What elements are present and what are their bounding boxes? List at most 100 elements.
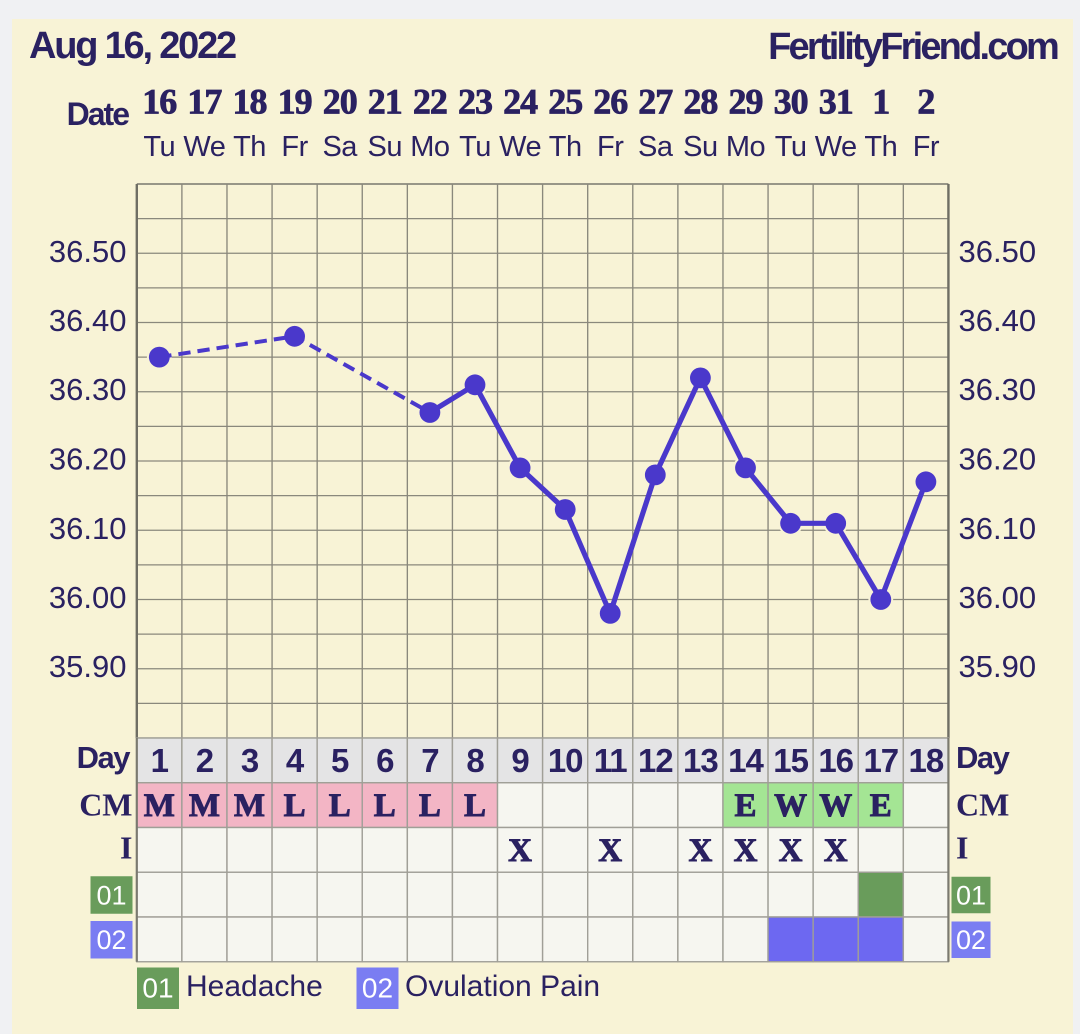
svg-text:W: W [774,788,807,824]
svg-text:Fr: Fr [913,131,940,163]
svg-text:5: 5 [331,742,349,779]
svg-text:2: 2 [917,82,934,122]
svg-text:1: 1 [151,742,169,779]
svg-text:Th: Th [233,131,266,163]
svg-text:Day: Day [77,740,132,775]
svg-text:18: 18 [909,742,944,779]
svg-text:Th: Th [864,131,897,163]
svg-text:25: 25 [548,82,582,122]
svg-text:20: 20 [323,82,357,122]
svg-text:Tu: Tu [459,131,491,163]
svg-text:Ovulation Pain: Ovulation Pain [405,970,600,1003]
svg-text:7: 7 [421,742,438,779]
svg-text:Mo: Mo [726,131,765,163]
svg-text:L: L [284,788,306,824]
svg-text:11: 11 [594,742,628,779]
svg-text:36.30: 36.30 [49,372,127,407]
svg-text:17: 17 [187,82,222,122]
svg-text:X: X [508,833,532,869]
svg-text:L: L [329,788,351,824]
svg-text:01: 01 [142,973,173,1004]
svg-text:Date: Date [67,96,130,132]
svg-text:36.40: 36.40 [959,303,1037,338]
svg-text:36.10: 36.10 [959,511,1037,546]
svg-text:36.50: 36.50 [49,234,127,269]
svg-text:Su: Su [683,131,717,163]
svg-text:6: 6 [376,742,394,779]
svg-text:36.20: 36.20 [49,442,127,477]
svg-text:Sa: Sa [322,131,358,163]
svg-text:We: We [499,131,541,163]
svg-text:We: We [815,131,857,163]
svg-text:8: 8 [466,742,484,779]
svg-text:14: 14 [728,742,764,779]
svg-text:X: X [779,833,803,869]
svg-text:16: 16 [142,82,176,122]
svg-text:26: 26 [593,82,627,122]
svg-text:M: M [189,788,220,824]
svg-text:10: 10 [548,742,583,779]
svg-text:19: 19 [278,82,312,122]
svg-text:35.90: 35.90 [959,649,1037,684]
svg-text:36.00: 36.00 [959,580,1037,615]
svg-text:I: I [956,829,968,865]
svg-text:30: 30 [774,82,808,122]
svg-text:W: W [819,788,852,824]
svg-text:1: 1 [872,82,889,122]
svg-text:01: 01 [96,881,126,911]
svg-text:Tu: Tu [775,131,807,163]
svg-text:X: X [688,833,712,869]
svg-text:13: 13 [683,742,718,779]
svg-text:9: 9 [511,742,529,779]
svg-text:24: 24 [503,82,538,122]
svg-text:CM: CM [956,787,1009,823]
svg-text:M: M [234,788,265,824]
svg-text:X: X [824,833,848,869]
svg-text:18: 18 [233,82,267,122]
svg-text:Fr: Fr [597,131,624,163]
svg-text:31: 31 [819,82,853,122]
svg-text:Mo: Mo [410,131,449,163]
svg-text:21: 21 [368,82,402,122]
svg-text:L: L [464,788,486,824]
svg-text:29: 29 [729,82,763,122]
svg-text:36.20: 36.20 [959,442,1037,477]
svg-text:23: 23 [458,82,492,122]
svg-text:36.00: 36.00 [49,580,127,615]
svg-text:Tu: Tu [143,131,175,163]
svg-text:36.40: 36.40 [49,303,127,338]
svg-text:X: X [598,833,622,869]
svg-text:15: 15 [773,742,808,779]
svg-text:Fr: Fr [281,131,308,163]
svg-text:E: E [734,788,756,824]
svg-text:Sa: Sa [638,131,674,163]
svg-text:Th: Th [549,131,582,163]
svg-text:Su: Su [368,131,402,163]
svg-text:16: 16 [818,742,853,779]
svg-text:36.50: 36.50 [959,234,1037,269]
svg-text:CM: CM [79,787,132,823]
svg-text:Day: Day [956,740,1011,775]
svg-text:36.10: 36.10 [49,511,127,546]
svg-text:12: 12 [638,742,673,779]
svg-text:4: 4 [286,742,305,779]
svg-text:28: 28 [683,82,717,122]
svg-text:E: E [870,788,892,824]
svg-text:Aug 16, 2022: Aug 16, 2022 [29,25,236,67]
svg-text:FertilityFriend.com: FertilityFriend.com [768,26,1058,68]
svg-text:27: 27 [638,82,673,122]
svg-text:02: 02 [956,925,986,955]
svg-text:01: 01 [956,881,986,911]
svg-text:M: M [144,788,175,824]
svg-text:02: 02 [362,973,393,1004]
svg-text:36.30: 36.30 [959,372,1037,407]
svg-text:2: 2 [196,742,214,779]
svg-text:L: L [374,788,396,824]
svg-text:3: 3 [241,742,259,779]
svg-text:Headache: Headache [186,970,323,1003]
svg-text:02: 02 [96,925,126,955]
svg-text:We: We [183,131,225,163]
svg-text:L: L [419,788,441,824]
svg-text:X: X [734,833,758,869]
svg-text:22: 22 [413,82,447,122]
